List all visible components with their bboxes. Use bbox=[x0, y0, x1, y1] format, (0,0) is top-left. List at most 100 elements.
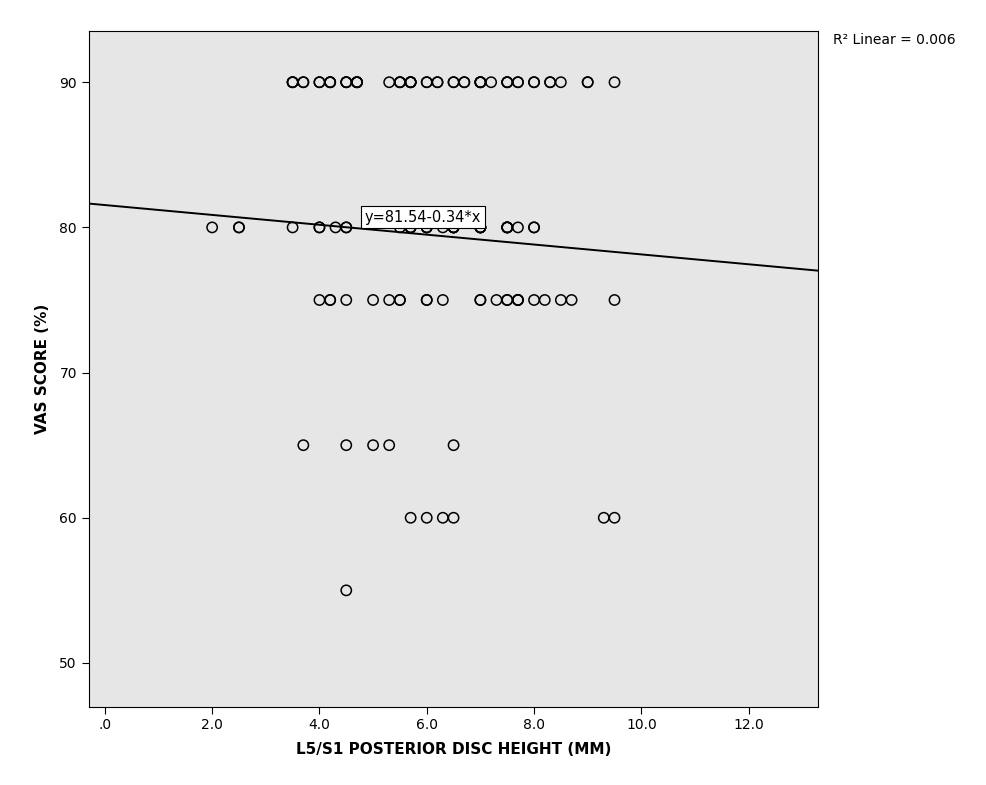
Point bbox=[419, 512, 435, 524]
Point bbox=[296, 76, 312, 89]
Y-axis label: VAS SCORE (%): VAS SCORE (%) bbox=[35, 304, 49, 434]
Point bbox=[472, 76, 488, 89]
Point bbox=[402, 76, 418, 89]
Point bbox=[499, 294, 515, 306]
Point bbox=[527, 294, 542, 306]
Point bbox=[402, 221, 418, 234]
Point bbox=[392, 221, 408, 234]
Text: y=81.54-0.34*x: y=81.54-0.34*x bbox=[365, 210, 481, 225]
Point bbox=[435, 221, 451, 234]
Point bbox=[553, 294, 569, 306]
Point bbox=[392, 76, 408, 89]
Point bbox=[596, 512, 611, 524]
Point bbox=[430, 76, 446, 89]
Point bbox=[322, 76, 338, 89]
Point bbox=[392, 294, 408, 306]
Point bbox=[527, 221, 542, 234]
Point bbox=[499, 221, 515, 234]
Point bbox=[419, 221, 435, 234]
Point bbox=[510, 221, 526, 234]
Point bbox=[483, 76, 499, 89]
Point bbox=[382, 294, 397, 306]
Point bbox=[402, 76, 418, 89]
Point bbox=[338, 76, 354, 89]
Point bbox=[419, 294, 435, 306]
Point bbox=[338, 76, 354, 89]
Point bbox=[499, 221, 515, 234]
Point bbox=[510, 294, 526, 306]
Point bbox=[365, 439, 381, 451]
Point bbox=[322, 76, 338, 89]
Point bbox=[338, 439, 354, 451]
Point bbox=[472, 76, 488, 89]
Point bbox=[472, 294, 488, 306]
Point bbox=[285, 76, 301, 89]
Point bbox=[510, 76, 526, 89]
Point bbox=[382, 76, 397, 89]
Point bbox=[446, 221, 461, 234]
Point bbox=[402, 512, 418, 524]
Point bbox=[457, 76, 472, 89]
Point bbox=[472, 76, 488, 89]
Point bbox=[204, 221, 220, 234]
Point bbox=[312, 76, 327, 89]
Point bbox=[382, 439, 397, 451]
Point bbox=[499, 76, 515, 89]
Point bbox=[312, 76, 327, 89]
Point bbox=[446, 512, 461, 524]
Point bbox=[527, 221, 542, 234]
Point bbox=[365, 294, 381, 306]
Point bbox=[402, 76, 418, 89]
Point bbox=[349, 76, 365, 89]
Point bbox=[327, 221, 343, 234]
Point bbox=[419, 76, 435, 89]
Point bbox=[472, 221, 488, 234]
Point bbox=[349, 76, 365, 89]
Point bbox=[419, 221, 435, 234]
Point bbox=[580, 76, 596, 89]
Text: R² Linear = 0.006: R² Linear = 0.006 bbox=[833, 33, 955, 47]
Point bbox=[606, 294, 622, 306]
Point bbox=[322, 294, 338, 306]
Point bbox=[489, 294, 505, 306]
Point bbox=[338, 294, 354, 306]
Point bbox=[446, 76, 461, 89]
Point bbox=[606, 512, 622, 524]
Point bbox=[446, 221, 461, 234]
Point bbox=[580, 76, 596, 89]
Point bbox=[606, 76, 622, 89]
Point bbox=[349, 76, 365, 89]
Point bbox=[296, 439, 312, 451]
Point bbox=[312, 221, 327, 234]
Point bbox=[499, 76, 515, 89]
Point bbox=[542, 76, 558, 89]
Point bbox=[435, 294, 451, 306]
Point bbox=[322, 76, 338, 89]
Point bbox=[446, 221, 461, 234]
X-axis label: L5/S1 POSTERIOR DISC HEIGHT (MM): L5/S1 POSTERIOR DISC HEIGHT (MM) bbox=[296, 742, 611, 757]
Point bbox=[419, 76, 435, 89]
Point bbox=[419, 294, 435, 306]
Point bbox=[435, 512, 451, 524]
Point bbox=[446, 76, 461, 89]
Point bbox=[338, 221, 354, 234]
Point bbox=[457, 76, 472, 89]
Point bbox=[472, 294, 488, 306]
Point bbox=[402, 221, 418, 234]
Point bbox=[312, 294, 327, 306]
Point bbox=[285, 76, 301, 89]
Point bbox=[419, 221, 435, 234]
Point bbox=[553, 76, 569, 89]
Point bbox=[472, 76, 488, 89]
Point bbox=[349, 76, 365, 89]
Point bbox=[446, 439, 461, 451]
Point bbox=[472, 221, 488, 234]
Point bbox=[338, 584, 354, 597]
Point bbox=[338, 76, 354, 89]
Point bbox=[510, 294, 526, 306]
Point bbox=[392, 294, 408, 306]
Point bbox=[285, 76, 301, 89]
Point bbox=[402, 221, 418, 234]
Point bbox=[564, 294, 580, 306]
Point bbox=[542, 76, 558, 89]
